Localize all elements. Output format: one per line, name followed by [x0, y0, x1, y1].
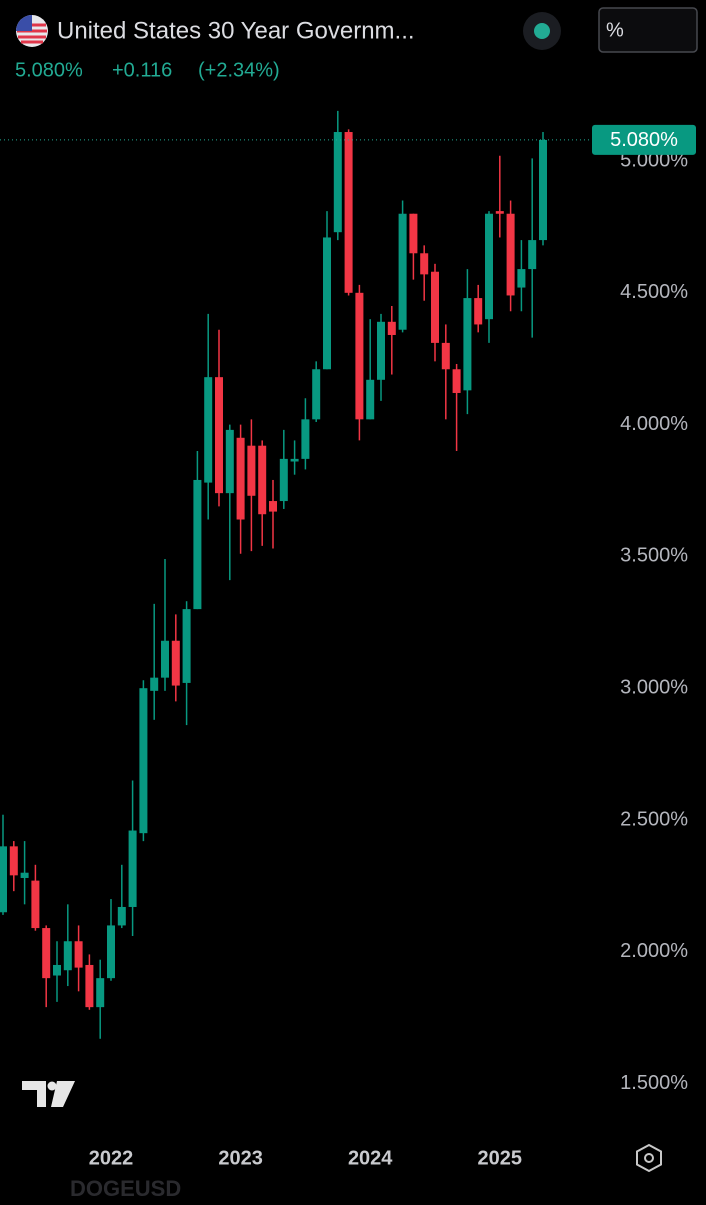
candle-body [128, 830, 137, 907]
unit-button-label[interactable]: % [606, 19, 624, 41]
candle-body [279, 458, 288, 502]
candle-body [528, 240, 537, 270]
candle-body [377, 321, 385, 380]
candle-body [387, 321, 396, 335]
x-tick-label: 2022 [89, 1147, 134, 1169]
candle-body [63, 941, 72, 971]
candle-body [171, 640, 180, 686]
candle-body [258, 445, 267, 515]
candle-body [431, 271, 439, 343]
candle-body [333, 132, 342, 233]
y-tick-label: 1.500% [620, 1072, 688, 1094]
candle-body [420, 253, 429, 275]
symbol-title[interactable]: United States 30 Year Governm... [57, 17, 415, 44]
candle-body [355, 292, 364, 420]
candle-body [301, 419, 310, 459]
price-change: +0.116 [112, 59, 172, 81]
candle-body [247, 445, 256, 496]
x-tick-label: 2025 [478, 1147, 523, 1169]
candle-body [312, 369, 321, 420]
candle-body [344, 132, 353, 293]
market-status-dot [534, 23, 550, 39]
candle-body [53, 964, 61, 976]
candle-body [409, 213, 418, 254]
candle-body [85, 964, 94, 1008]
candle-body [117, 906, 126, 926]
last-price-label: 5.080% [610, 129, 678, 151]
candle-body [366, 379, 375, 420]
x-tick-label: 2023 [218, 1147, 263, 1169]
candle-body [539, 139, 547, 241]
last-price: 5.080% [15, 59, 83, 81]
candle-body [42, 928, 51, 979]
candle-body [452, 369, 461, 393]
candle-body [398, 213, 407, 330]
settings-icon[interactable] [636, 1143, 662, 1173]
candle-body [161, 640, 169, 678]
x-tick-label: 2024 [348, 1147, 393, 1169]
candle-body [485, 213, 493, 320]
y-tick-label: 4.000% [620, 413, 688, 435]
candle-body [290, 458, 299, 462]
candle-body [193, 479, 202, 610]
plot-area: 1.500% 2.000% 2.500% 3.000% 3.500% 4.000% 4.50… [0, 110, 696, 1169]
last-price-box [592, 124, 696, 155]
flag-icon [16, 15, 48, 47]
candle-body [74, 941, 83, 968]
candle-body [323, 237, 331, 370]
candle-body [506, 213, 515, 296]
tradingview-logo [22, 1081, 75, 1107]
candle-body [204, 377, 213, 483]
y-tick-label: 4.500% [620, 281, 688, 303]
candle-body [9, 846, 18, 876]
candle-body [215, 377, 223, 494]
candle-body [269, 501, 277, 512]
candle-body [441, 342, 450, 370]
candle-body [96, 978, 105, 1008]
y-tick-label: 2.000% [620, 940, 688, 962]
y-tick-label: 3.000% [620, 676, 688, 698]
unit-button[interactable] [598, 7, 698, 53]
candle-body [150, 677, 159, 691]
candle-body [517, 269, 526, 288]
candle-body [107, 925, 115, 979]
candle-body [225, 429, 234, 494]
y-tick-label: 2.500% [620, 808, 688, 830]
candle-body [236, 437, 245, 520]
candle-body [463, 298, 472, 391]
candle-body [0, 846, 7, 913]
candle-body [474, 298, 483, 325]
candle-body [495, 211, 504, 214]
candle-body [139, 688, 148, 834]
candle-body [31, 880, 40, 929]
price-change-percent: (+2.34%) [198, 59, 280, 81]
candle-body [182, 609, 191, 683]
y-tick-label: 3.500% [620, 545, 688, 567]
candle-body [20, 872, 29, 878]
watermark: DOGEUSD [70, 1176, 181, 1200]
